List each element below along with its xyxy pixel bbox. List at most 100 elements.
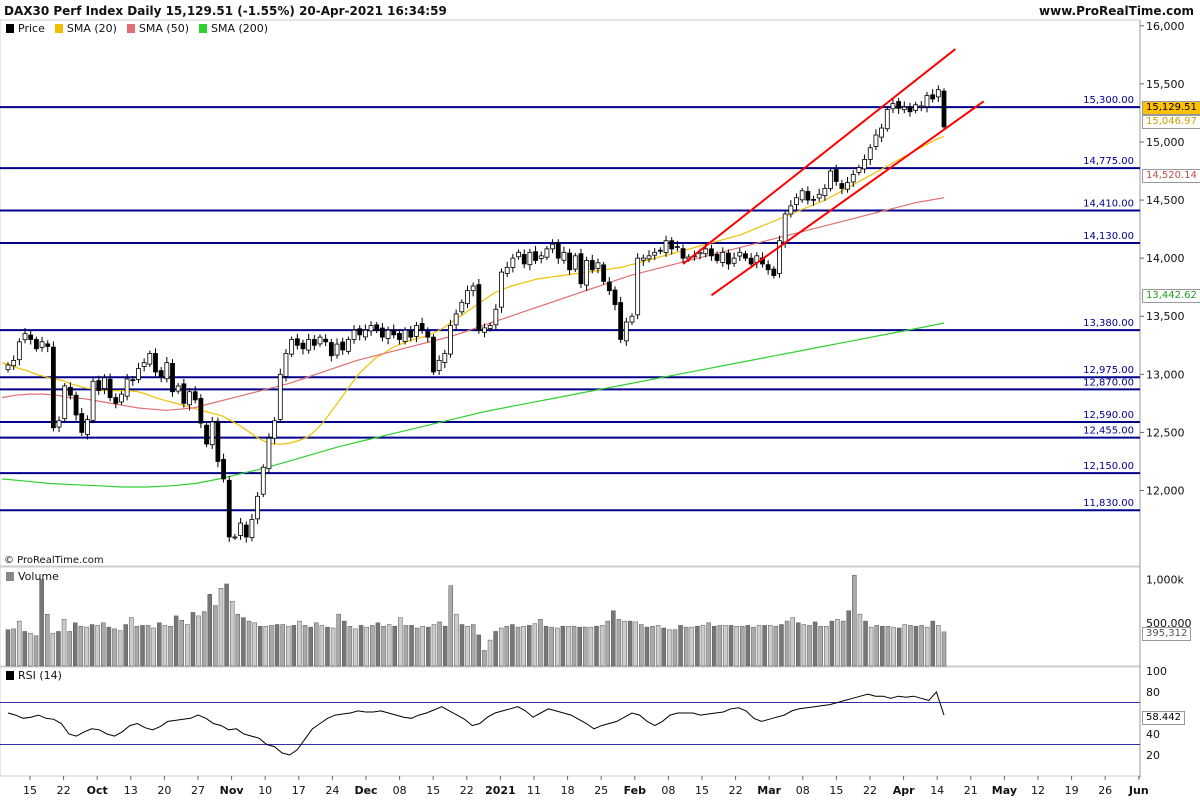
- volume-bar: [773, 626, 779, 667]
- level-label: 14,410.00: [1083, 199, 1134, 210]
- candle-body: [272, 420, 278, 439]
- candle-body: [833, 169, 839, 182]
- channel-line: [710, 100, 985, 297]
- x-tick-label: 22: [460, 784, 474, 797]
- volume-bar: [611, 610, 616, 667]
- volume-bar: [824, 626, 829, 667]
- candle-body: [391, 329, 397, 336]
- volume-bar: [448, 585, 454, 667]
- candle-body: [567, 252, 572, 271]
- volume-bar: [493, 631, 498, 667]
- volume-bar: [285, 626, 291, 667]
- candle-body: [640, 257, 646, 261]
- volume-bar: [414, 627, 420, 667]
- candle-body: [181, 383, 187, 404]
- candle-body: [362, 329, 368, 338]
- sma200-legend-label: SMA (200): [211, 22, 269, 35]
- volume-bar: [745, 625, 751, 667]
- volume-bar: [700, 625, 706, 667]
- candle-body: [170, 362, 175, 393]
- volume-bar: [639, 624, 644, 667]
- volume-bar: [896, 627, 902, 667]
- candle-body: [323, 338, 329, 343]
- candle-body: [901, 106, 907, 111]
- volume-bar: [678, 625, 683, 667]
- volume-bar: [426, 626, 431, 667]
- volume-bar: [644, 626, 650, 667]
- candle-body: [533, 251, 538, 261]
- candle-body: [294, 338, 300, 346]
- candle-body: [340, 341, 346, 351]
- volume-bar: [386, 624, 392, 667]
- candle-body: [924, 95, 930, 108]
- candle-body: [941, 90, 947, 128]
- volume-bar: [358, 625, 364, 667]
- candle-body: [425, 331, 431, 338]
- candle-body: [811, 198, 816, 201]
- candle-body: [408, 330, 414, 338]
- volume-bar: [588, 626, 594, 667]
- volume-legend[interactable]: Volume: [6, 570, 59, 583]
- candle-body: [226, 479, 232, 538]
- price-legend-swatch: [6, 24, 14, 33]
- level-label: 11,830.00: [1083, 498, 1134, 509]
- volume-bar: [728, 625, 734, 667]
- candle-body: [618, 302, 624, 340]
- x-tick-label: 17: [292, 784, 306, 797]
- volume-bar: [162, 625, 168, 667]
- rsi-last-tag: 58.442: [1142, 711, 1185, 725]
- candle-body: [379, 327, 385, 338]
- volume-bar: [695, 626, 700, 667]
- volume-bar: [297, 620, 302, 667]
- volume-bar: [106, 626, 112, 667]
- volume-legend-label: Volume: [18, 570, 59, 583]
- volume-bar: [229, 600, 235, 667]
- candle-body: [538, 255, 544, 259]
- volume-bar: [801, 624, 807, 667]
- volume-bar: [302, 625, 308, 667]
- candle-body: [890, 103, 896, 110]
- candle-body: [669, 240, 675, 250]
- candle-body: [374, 324, 380, 331]
- candle-body: [90, 380, 96, 421]
- volume-bar: [538, 619, 543, 667]
- volume-bar: [459, 624, 465, 667]
- volume-bar: [633, 621, 638, 667]
- price-y-tick-label: 12,000: [1146, 484, 1185, 497]
- volume-bar: [470, 624, 476, 667]
- volume-bar: [919, 625, 924, 667]
- volume-bar: [594, 626, 599, 667]
- candle-body: [249, 519, 255, 539]
- candle-body: [674, 246, 680, 248]
- candle-body: [141, 362, 147, 367]
- candle-body: [277, 373, 283, 420]
- candle-body: [845, 182, 850, 190]
- candle-body: [771, 268, 777, 276]
- candle-body: [720, 251, 726, 263]
- candle-body: [289, 339, 295, 355]
- price-legend[interactable]: Price SMA (20) SMA (50) SMA (200): [6, 22, 268, 35]
- rsi-legend[interactable]: RSI (14): [6, 669, 62, 682]
- volume-bar: [168, 626, 173, 667]
- level-label: 13,380.00: [1083, 318, 1134, 329]
- volume-bar: [123, 624, 128, 667]
- volume-bar: [196, 615, 201, 667]
- volume-bar: [157, 622, 162, 667]
- candle-body: [930, 94, 936, 100]
- candle-body: [414, 325, 419, 337]
- candle-body: [397, 333, 402, 340]
- x-tick-label: 2021: [485, 784, 516, 797]
- volume-bar: [201, 611, 207, 667]
- x-tick-label: Dec: [354, 784, 377, 797]
- candle-body: [913, 104, 919, 111]
- volume-bar: [661, 627, 667, 667]
- volume-bar: [381, 626, 386, 667]
- candle-body: [328, 342, 334, 357]
- candle-body: [453, 313, 459, 326]
- volume-bar: [403, 625, 409, 667]
- volume-bar: [134, 626, 140, 667]
- candle-body: [198, 398, 204, 424]
- candle-body: [856, 167, 862, 173]
- volume-bar: [599, 625, 605, 667]
- candle-body: [16, 341, 22, 361]
